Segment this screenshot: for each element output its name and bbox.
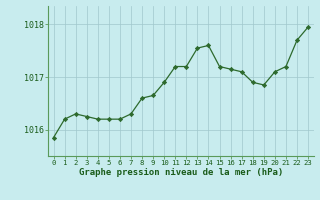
X-axis label: Graphe pression niveau de la mer (hPa): Graphe pression niveau de la mer (hPa)	[79, 168, 283, 177]
